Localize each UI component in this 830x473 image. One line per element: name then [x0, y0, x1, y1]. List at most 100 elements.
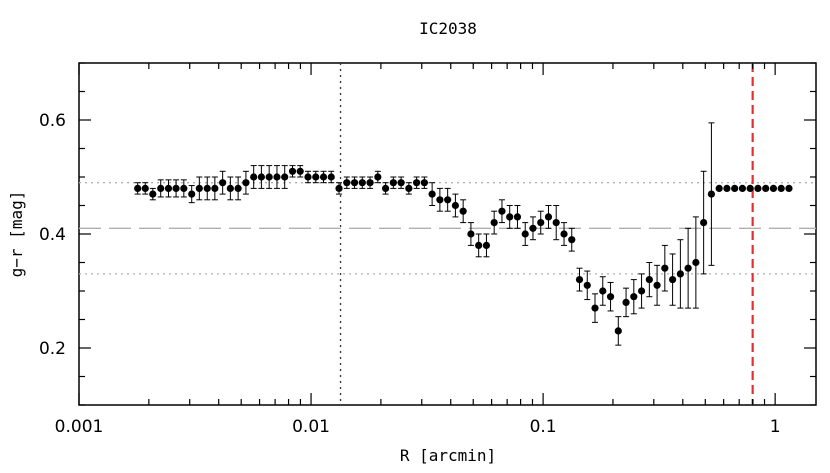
data-point: [420, 179, 428, 187]
data-point: [397, 179, 405, 187]
y-tick-label: 0.4: [39, 225, 66, 245]
data-point: [405, 184, 413, 192]
y-tick-label: 0.6: [39, 111, 66, 131]
data-point: [599, 287, 607, 295]
y-axis-title: g−r [mag]: [7, 191, 26, 278]
data-point: [653, 281, 661, 289]
data-point: [544, 213, 553, 221]
data-point: [374, 173, 382, 181]
data-point: [350, 179, 359, 187]
data-point: [668, 276, 677, 284]
data-point: [715, 184, 723, 192]
data-point: [777, 184, 785, 192]
data-point: [281, 173, 289, 181]
x-axis-title: R [arcmin]: [400, 446, 496, 465]
data-point: [762, 184, 770, 192]
data-point: [482, 241, 491, 249]
data-point: [172, 184, 180, 192]
data-point: [188, 190, 196, 198]
data-point: [226, 184, 234, 192]
data-point: [552, 219, 560, 227]
data-point: [141, 184, 149, 192]
data-point: [242, 179, 250, 187]
data-point: [498, 207, 506, 215]
data-point: [389, 179, 397, 187]
data-point: [606, 293, 615, 301]
data-point: [451, 201, 460, 210]
plot-frame: [78, 62, 817, 406]
data-point: [304, 173, 312, 181]
data-point: [575, 276, 584, 284]
data-point: [149, 190, 157, 198]
data-point: [731, 184, 739, 192]
data-point: [250, 173, 258, 181]
data-point: [211, 184, 219, 192]
data-point: [661, 264, 669, 272]
data-point: [296, 167, 304, 175]
data-point: [630, 293, 638, 301]
data-point: [436, 196, 444, 204]
data-point: [754, 184, 762, 192]
data-point: [785, 184, 793, 192]
data-point: [723, 184, 731, 192]
data-point: [529, 224, 537, 232]
data-point: [746, 184, 754, 192]
data-point: [413, 179, 421, 187]
data-point: [521, 230, 529, 238]
data-point: [288, 167, 297, 175]
data-point: [622, 298, 630, 306]
data-point: [195, 184, 203, 192]
x-tick-label: 0.001: [55, 417, 104, 437]
data-point: [366, 179, 374, 187]
data-point: [444, 196, 452, 204]
data-point: [203, 184, 211, 192]
x-axis-ticks: [78, 63, 776, 405]
data-point: [265, 173, 273, 181]
data-point: [684, 264, 692, 272]
data-point: [560, 230, 568, 238]
data-point: [645, 276, 653, 284]
data-point: [506, 213, 514, 221]
data-point: [614, 327, 622, 335]
data-point: [164, 184, 173, 192]
y-tick-labels: 0.2 0.4 0.6: [39, 111, 66, 359]
data-point: [180, 184, 188, 192]
chart-title: IC2038: [419, 19, 477, 38]
data-point: [738, 184, 747, 192]
x-tick-label: 0.01: [292, 417, 330, 437]
data-point: [700, 219, 708, 227]
data-point: [381, 184, 390, 192]
data-point: [537, 219, 545, 227]
data-point: [637, 287, 646, 295]
x-tick-label: 1: [770, 417, 781, 437]
data-point: [134, 184, 142, 192]
data-point: [358, 179, 366, 187]
data-point: [335, 184, 343, 192]
data-point: [157, 184, 165, 192]
plot-area: [78, 62, 817, 406]
reference-lines: [79, 63, 816, 405]
data-point: [583, 281, 591, 289]
data-point: [312, 173, 320, 181]
data-point: [513, 213, 522, 221]
data-point: [319, 173, 328, 181]
data-point: [676, 270, 684, 278]
data-point: [475, 241, 483, 249]
x-tick-label: 0.1: [530, 417, 557, 437]
data-point: [428, 190, 436, 198]
data-point: [257, 173, 265, 181]
data-point: [327, 173, 335, 181]
x-tick-labels: 0.001 0.01 0.1 1: [55, 417, 781, 437]
data-point: [707, 190, 716, 198]
data-point: [273, 173, 281, 181]
data-point: [459, 207, 467, 215]
data-point: [568, 236, 576, 244]
y-tick-label: 0.2: [39, 339, 66, 359]
data-point: [234, 184, 242, 192]
error-bars: [134, 122, 715, 346]
data-point: [692, 258, 700, 267]
data-point: [219, 179, 227, 187]
data-points: [134, 167, 793, 335]
data-point: [467, 230, 475, 238]
